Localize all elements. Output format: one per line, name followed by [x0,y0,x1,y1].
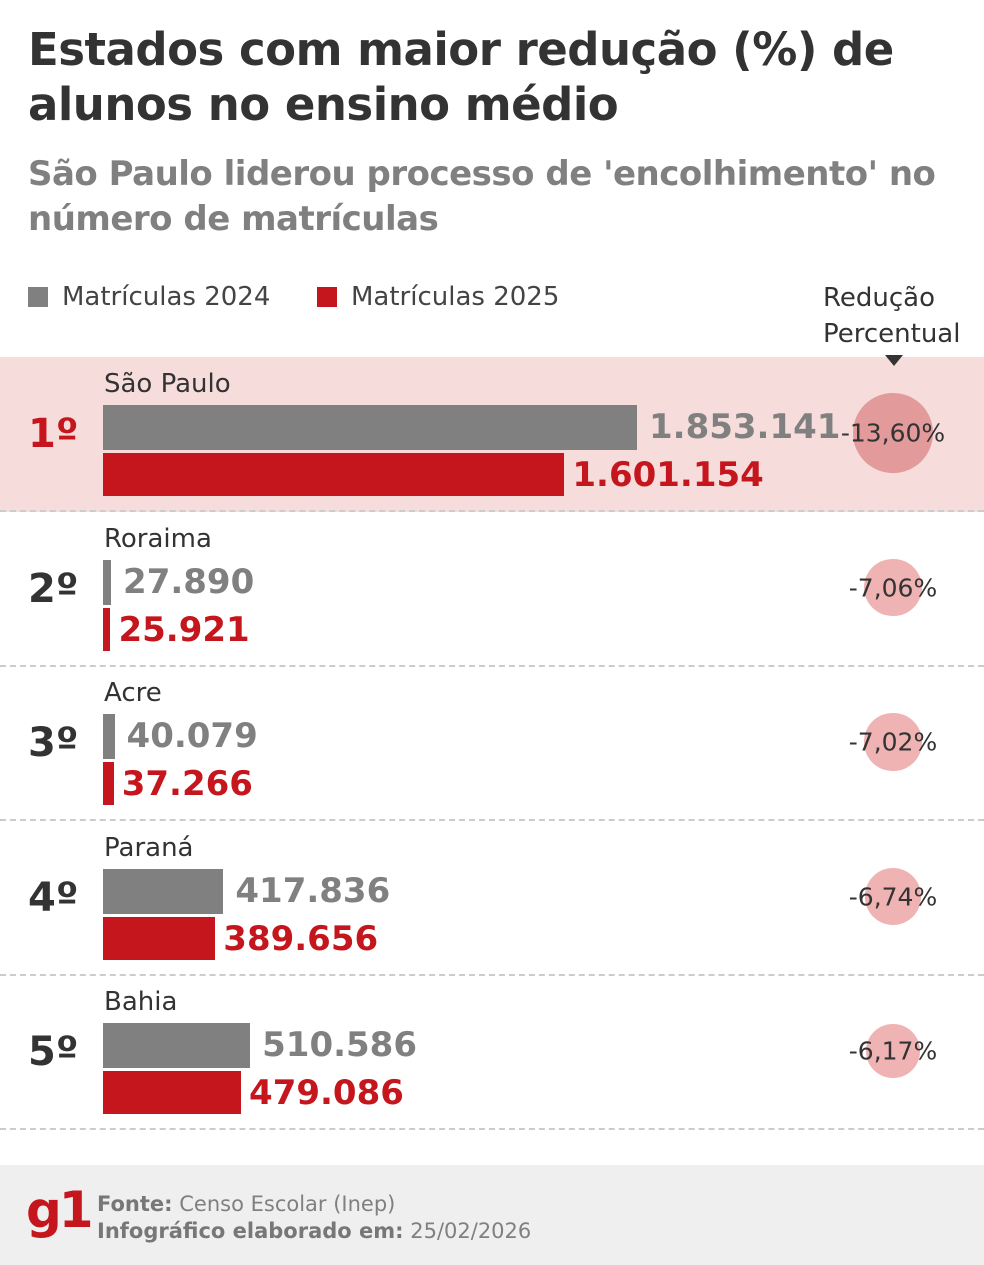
chart-row: 2º Roraima 27.890 25.921 -7,06% [0,512,984,667]
state-label: São Paulo [104,369,231,399]
reduction-label: -6,17% [848,1036,938,1066]
legend-swatch-2024 [28,287,48,307]
value-label-2025: 479.086 [249,1073,404,1113]
rank-label: 5º [28,1029,79,1075]
value-label-2024: 40.079 [126,716,258,756]
value-label-2024: 27.890 [123,561,255,602]
chart-row: 1º São Paulo 1.853.141 1.601.154 -13,60% [0,357,984,512]
reduction-circle [864,868,922,925]
value-label-2025: 25.921 [118,609,250,650]
legend-label: Matrículas 2024 [62,282,271,312]
reduction-circle [866,1024,920,1078]
source-text: Fonte: Censo Escolar (Inep) Infográfico … [97,1191,531,1245]
value-label-2025: 389.656 [223,918,379,959]
value-label-2024: 1.853.141 [649,407,841,447]
reduction-label: -7,06% [848,573,938,602]
legend-2025: Matrículas 2025 [317,282,559,312]
rank-label: 2º [28,565,79,612]
state-label: Bahia [104,987,178,1017]
chart-row: 3º Acre 40.079 37.266 -7,02% [0,666,984,821]
bar-2025 [103,453,565,496]
g1-logo: g1 [26,1181,94,1239]
reduction-label: -6,74% [848,882,938,911]
value-label-2025: 37.266 [121,764,253,804]
reduction-circle [864,558,922,617]
source-value: Censo Escolar (Inep) [179,1192,396,1216]
legend-swatch-2025 [317,287,337,307]
reduction-circle [864,713,922,771]
chart-title: Estados com maior redução (%) de alunos … [28,23,894,131]
state-label: Paraná [104,832,194,863]
reduction-label: -7,02% [848,727,938,757]
value-label-2025: 1.601.154 [572,455,764,495]
bar-2025 [103,1071,242,1114]
rank-label: 1º [28,411,79,457]
legend-label: Matrículas 2025 [351,282,560,312]
chart-row: 5º Bahia 510.586 479.086 -6,17% [0,975,984,1130]
bar-2025 [103,607,111,651]
bar-2024 [103,559,112,605]
reduction-header: Redução Percentual [823,283,961,349]
date-value: 25/02/2026 [410,1219,532,1243]
footer: g1 Fonte: Censo Escolar (Inep) Infográfi… [0,1165,984,1265]
reduction-circle [853,393,933,473]
rank-label: 3º [28,720,79,766]
state-label: Roraima [104,523,212,554]
value-label-2024: 417.836 [235,870,391,911]
value-label-2024: 510.586 [262,1025,417,1065]
legend-2024: Matrículas 2024 [28,282,270,312]
rank-label: 4º [28,874,79,921]
date-label: Infográfico elaborado em: [97,1219,404,1243]
source-label: Fonte: [97,1192,173,1216]
bar-2025 [103,916,216,960]
bar-2025 [103,762,114,805]
chart-row: 4º Paraná 417.836 389.656 -6,74% [0,821,984,976]
bar-2024 [103,405,637,450]
state-label: Acre [104,678,162,708]
bar-2024 [103,868,224,914]
bar-2024 [103,1023,251,1068]
triangle-down-icon [885,355,903,366]
reduction-label: -13,60% [840,418,946,448]
chart-subtitle: São Paulo liderou processo de 'encolhime… [28,154,936,239]
bar-2024 [103,714,115,759]
